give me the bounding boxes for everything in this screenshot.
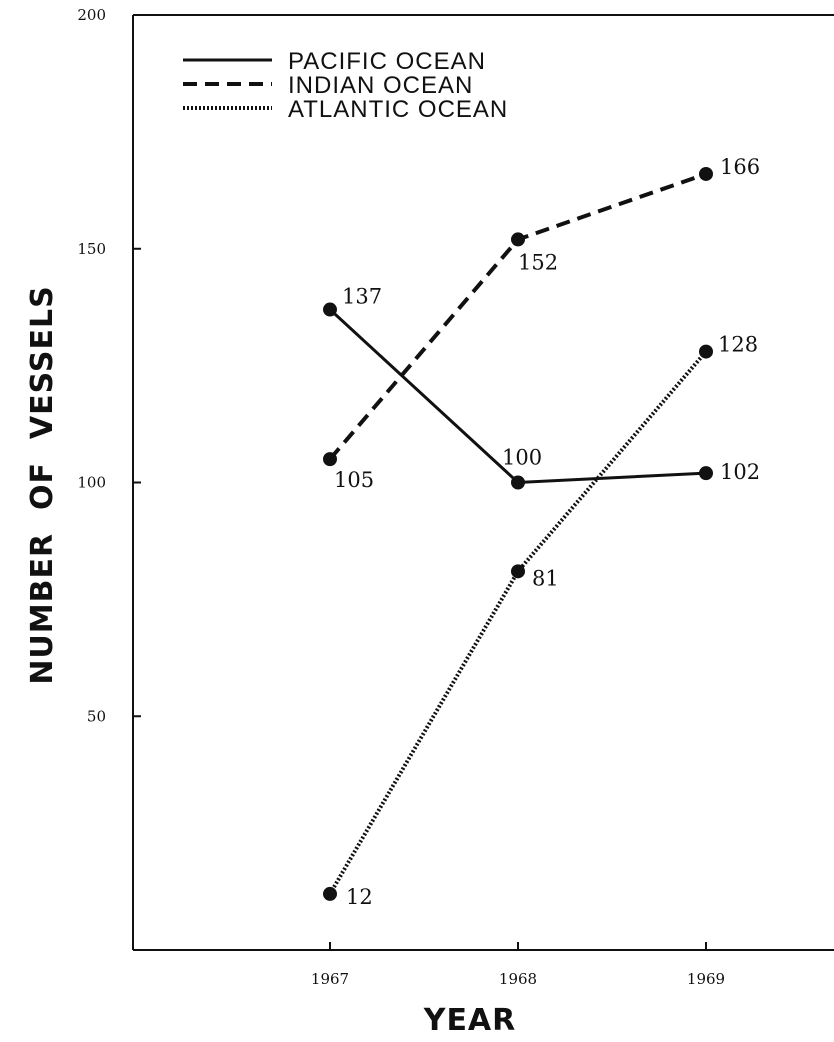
data-label-dashed: 166 bbox=[720, 155, 760, 179]
data-point-dashed bbox=[699, 166, 713, 181]
data-label-solid: 102 bbox=[720, 460, 760, 484]
x-tick-label: 1969 bbox=[687, 970, 725, 988]
axes: 50 100 150 200 1967 1968 1969 bbox=[77, 6, 834, 988]
x-tick-label: 1968 bbox=[499, 970, 537, 988]
y-axis-title: NUMBER OF VESSELS bbox=[25, 285, 60, 684]
y-tick-label: 50 bbox=[87, 707, 106, 725]
data-label-dashed: 152 bbox=[518, 250, 558, 274]
data-label-solid: 137 bbox=[342, 285, 382, 309]
data-labels: 137 100 102 105 152 166 12 81 128 bbox=[334, 155, 760, 909]
x-axis-title: YEAR bbox=[423, 1003, 517, 1038]
x-tick-label: 1967 bbox=[311, 970, 349, 988]
data-label-dotted: 128 bbox=[718, 333, 758, 357]
y-tick-label: 200 bbox=[77, 6, 106, 24]
data-point-solid bbox=[323, 302, 337, 317]
legend-label-dotted: ATLANTIC OCEAN bbox=[288, 96, 508, 123]
data-point-solid bbox=[699, 466, 713, 481]
data-point-dashed bbox=[511, 232, 525, 247]
legend-label-dashed: INDIAN OCEAN bbox=[288, 72, 473, 99]
series-layer bbox=[323, 166, 713, 901]
y-tick-label: 150 bbox=[77, 240, 106, 258]
series-line-dotted bbox=[328, 350, 708, 895]
data-point-dotted bbox=[511, 564, 525, 579]
data-label-solid: 100 bbox=[502, 446, 542, 470]
data-label-dotted: 12 bbox=[346, 885, 373, 909]
data-point-dotted bbox=[323, 886, 337, 901]
data-point-dotted bbox=[699, 344, 713, 359]
data-label-dashed: 105 bbox=[334, 468, 374, 492]
legend-label-solid: PACIFIC OCEAN bbox=[288, 48, 486, 75]
data-point-solid bbox=[511, 475, 525, 490]
data-point-dashed bbox=[323, 452, 337, 467]
data-label-dotted: 81 bbox=[532, 566, 559, 590]
y-tick-label: 100 bbox=[77, 474, 106, 492]
